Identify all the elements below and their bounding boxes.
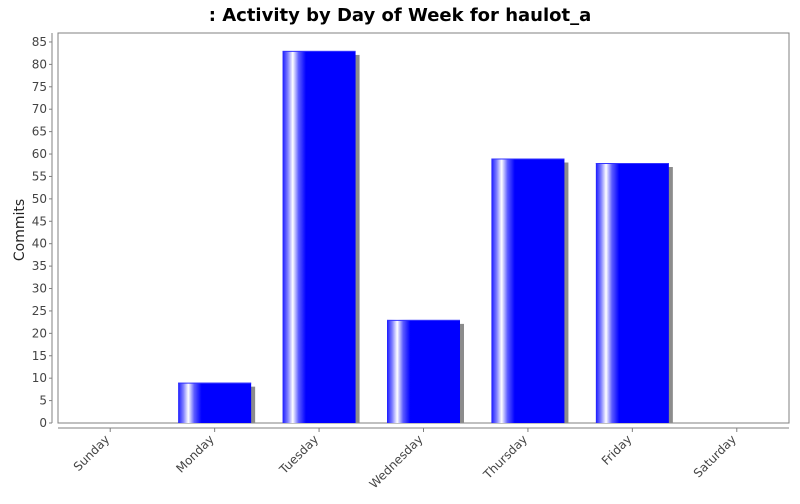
y-tick-label: 85	[32, 35, 47, 49]
x-axis: Sunday Monday Tuesday Wednesday Thursday Frid…	[58, 427, 789, 491]
x-tick-label: Monday	[173, 432, 216, 475]
y-tick-label: 80	[32, 57, 47, 71]
bar	[387, 319, 460, 423]
y-axis: 0 5 10 15 20 25 30 35 40 45 50 55 60 65 70 75 80 85	[32, 33, 53, 430]
y-tick-label: 45	[32, 214, 47, 228]
y-tick-label: 35	[32, 259, 47, 273]
bar-series	[178, 50, 673, 424]
chart-title: : Activity by Day of Week for haulot_a	[209, 5, 592, 26]
bar	[491, 158, 565, 423]
y-tick-label: 40	[32, 237, 47, 251]
x-tick-label: Tuesday	[276, 432, 321, 477]
x-tick-label: Thursday	[480, 432, 530, 482]
bar	[595, 163, 669, 423]
x-tick-label: Wednesday	[367, 432, 426, 491]
y-tick-label: 25	[32, 304, 47, 318]
y-axis-title: Commits	[12, 199, 28, 261]
y-tick-label: 20	[32, 326, 47, 340]
y-tick-label: 70	[32, 102, 47, 116]
y-tick-label: 15	[32, 349, 47, 363]
y-tick-label: 0	[39, 416, 47, 430]
bar	[282, 50, 356, 424]
bar	[178, 382, 252, 423]
y-tick-label: 10	[32, 371, 47, 385]
x-tick-label: Friday	[599, 432, 635, 468]
y-tick-label: 55	[32, 169, 47, 183]
y-tick-label: 5	[39, 394, 47, 408]
y-tick-label: 65	[32, 125, 47, 139]
y-tick-label: 50	[32, 192, 47, 206]
x-tick-label: Sunday	[71, 432, 113, 474]
y-tick-label: 30	[32, 282, 47, 296]
y-tick-label: 60	[32, 147, 47, 161]
x-tick-label: Saturday	[691, 432, 739, 480]
y-tick-label: 75	[32, 80, 47, 94]
